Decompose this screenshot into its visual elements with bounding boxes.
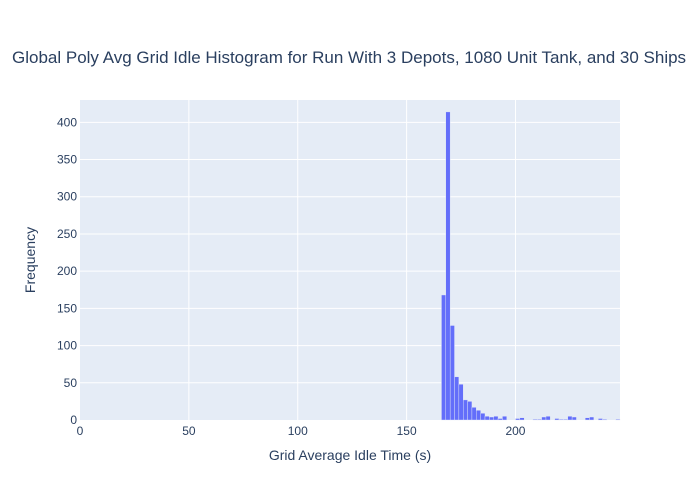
gridlines: [80, 100, 620, 420]
histogram-bar: [567, 416, 573, 421]
y-tick-label: 200: [57, 264, 77, 278]
histogram-bar: [537, 419, 542, 421]
histogram-bar: [571, 416, 577, 421]
histogram-bar: [558, 419, 564, 421]
histogram-bar: [480, 413, 486, 421]
y-axis-ticks: 0 50 100 150 200 250 300 350 400: [57, 115, 77, 427]
histogram-bar: [493, 416, 499, 421]
x-tick-label: 150: [397, 424, 417, 438]
histogram-bar: [589, 416, 595, 421]
histogram-bar: [489, 416, 494, 421]
histogram-bar: [519, 417, 525, 421]
y-tick-label: 400: [57, 115, 77, 129]
histogram-bar: [545, 416, 551, 421]
x-tick-label: 50: [182, 424, 196, 438]
histogram-bar: [463, 399, 468, 421]
histogram-bar: [554, 418, 560, 421]
y-tick-label: 0: [70, 413, 77, 427]
histogram-bar: [445, 111, 451, 421]
histogram-bar: [497, 418, 503, 421]
x-tick-label: 0: [77, 424, 84, 438]
x-axis-ticks: 0 50 100 150 200: [77, 424, 526, 438]
histogram-bar: [441, 294, 447, 421]
histogram-bar: [449, 325, 455, 421]
histogram-bar: [563, 419, 568, 421]
histogram-bar: [476, 410, 481, 421]
histogram-bar: [454, 376, 460, 421]
histogram-bar: [484, 416, 490, 421]
histogram-bar: [602, 419, 608, 421]
x-axis-title: Grid Average Idle Time (s): [269, 447, 431, 463]
histogram-bar: [532, 419, 538, 421]
histogram-bars: [441, 111, 621, 421]
y-tick-label: 300: [57, 190, 77, 204]
histogram-bar: [458, 384, 464, 421]
histogram-bar: [584, 417, 590, 421]
y-tick-label: 150: [57, 301, 77, 315]
histogram-bar: [615, 419, 621, 421]
histogram-bar: [598, 418, 603, 421]
histogram-bar: [541, 416, 547, 421]
y-tick-label: 50: [64, 376, 78, 390]
x-tick-label: 100: [288, 424, 308, 438]
y-tick-label: 350: [57, 153, 77, 167]
plot-area: [80, 100, 620, 420]
chart-title: Global Poly Avg Grid Idle Histogram for …: [12, 48, 686, 67]
histogram-bar: [471, 407, 477, 421]
y-tick-label: 100: [57, 339, 77, 353]
x-tick-label: 200: [505, 424, 525, 438]
y-tick-label: 250: [57, 227, 77, 241]
y-axis-title: Frequency: [22, 227, 38, 293]
histogram-bar: [502, 416, 507, 421]
histogram-bar: [467, 401, 473, 421]
histogram-bar: [515, 418, 521, 421]
